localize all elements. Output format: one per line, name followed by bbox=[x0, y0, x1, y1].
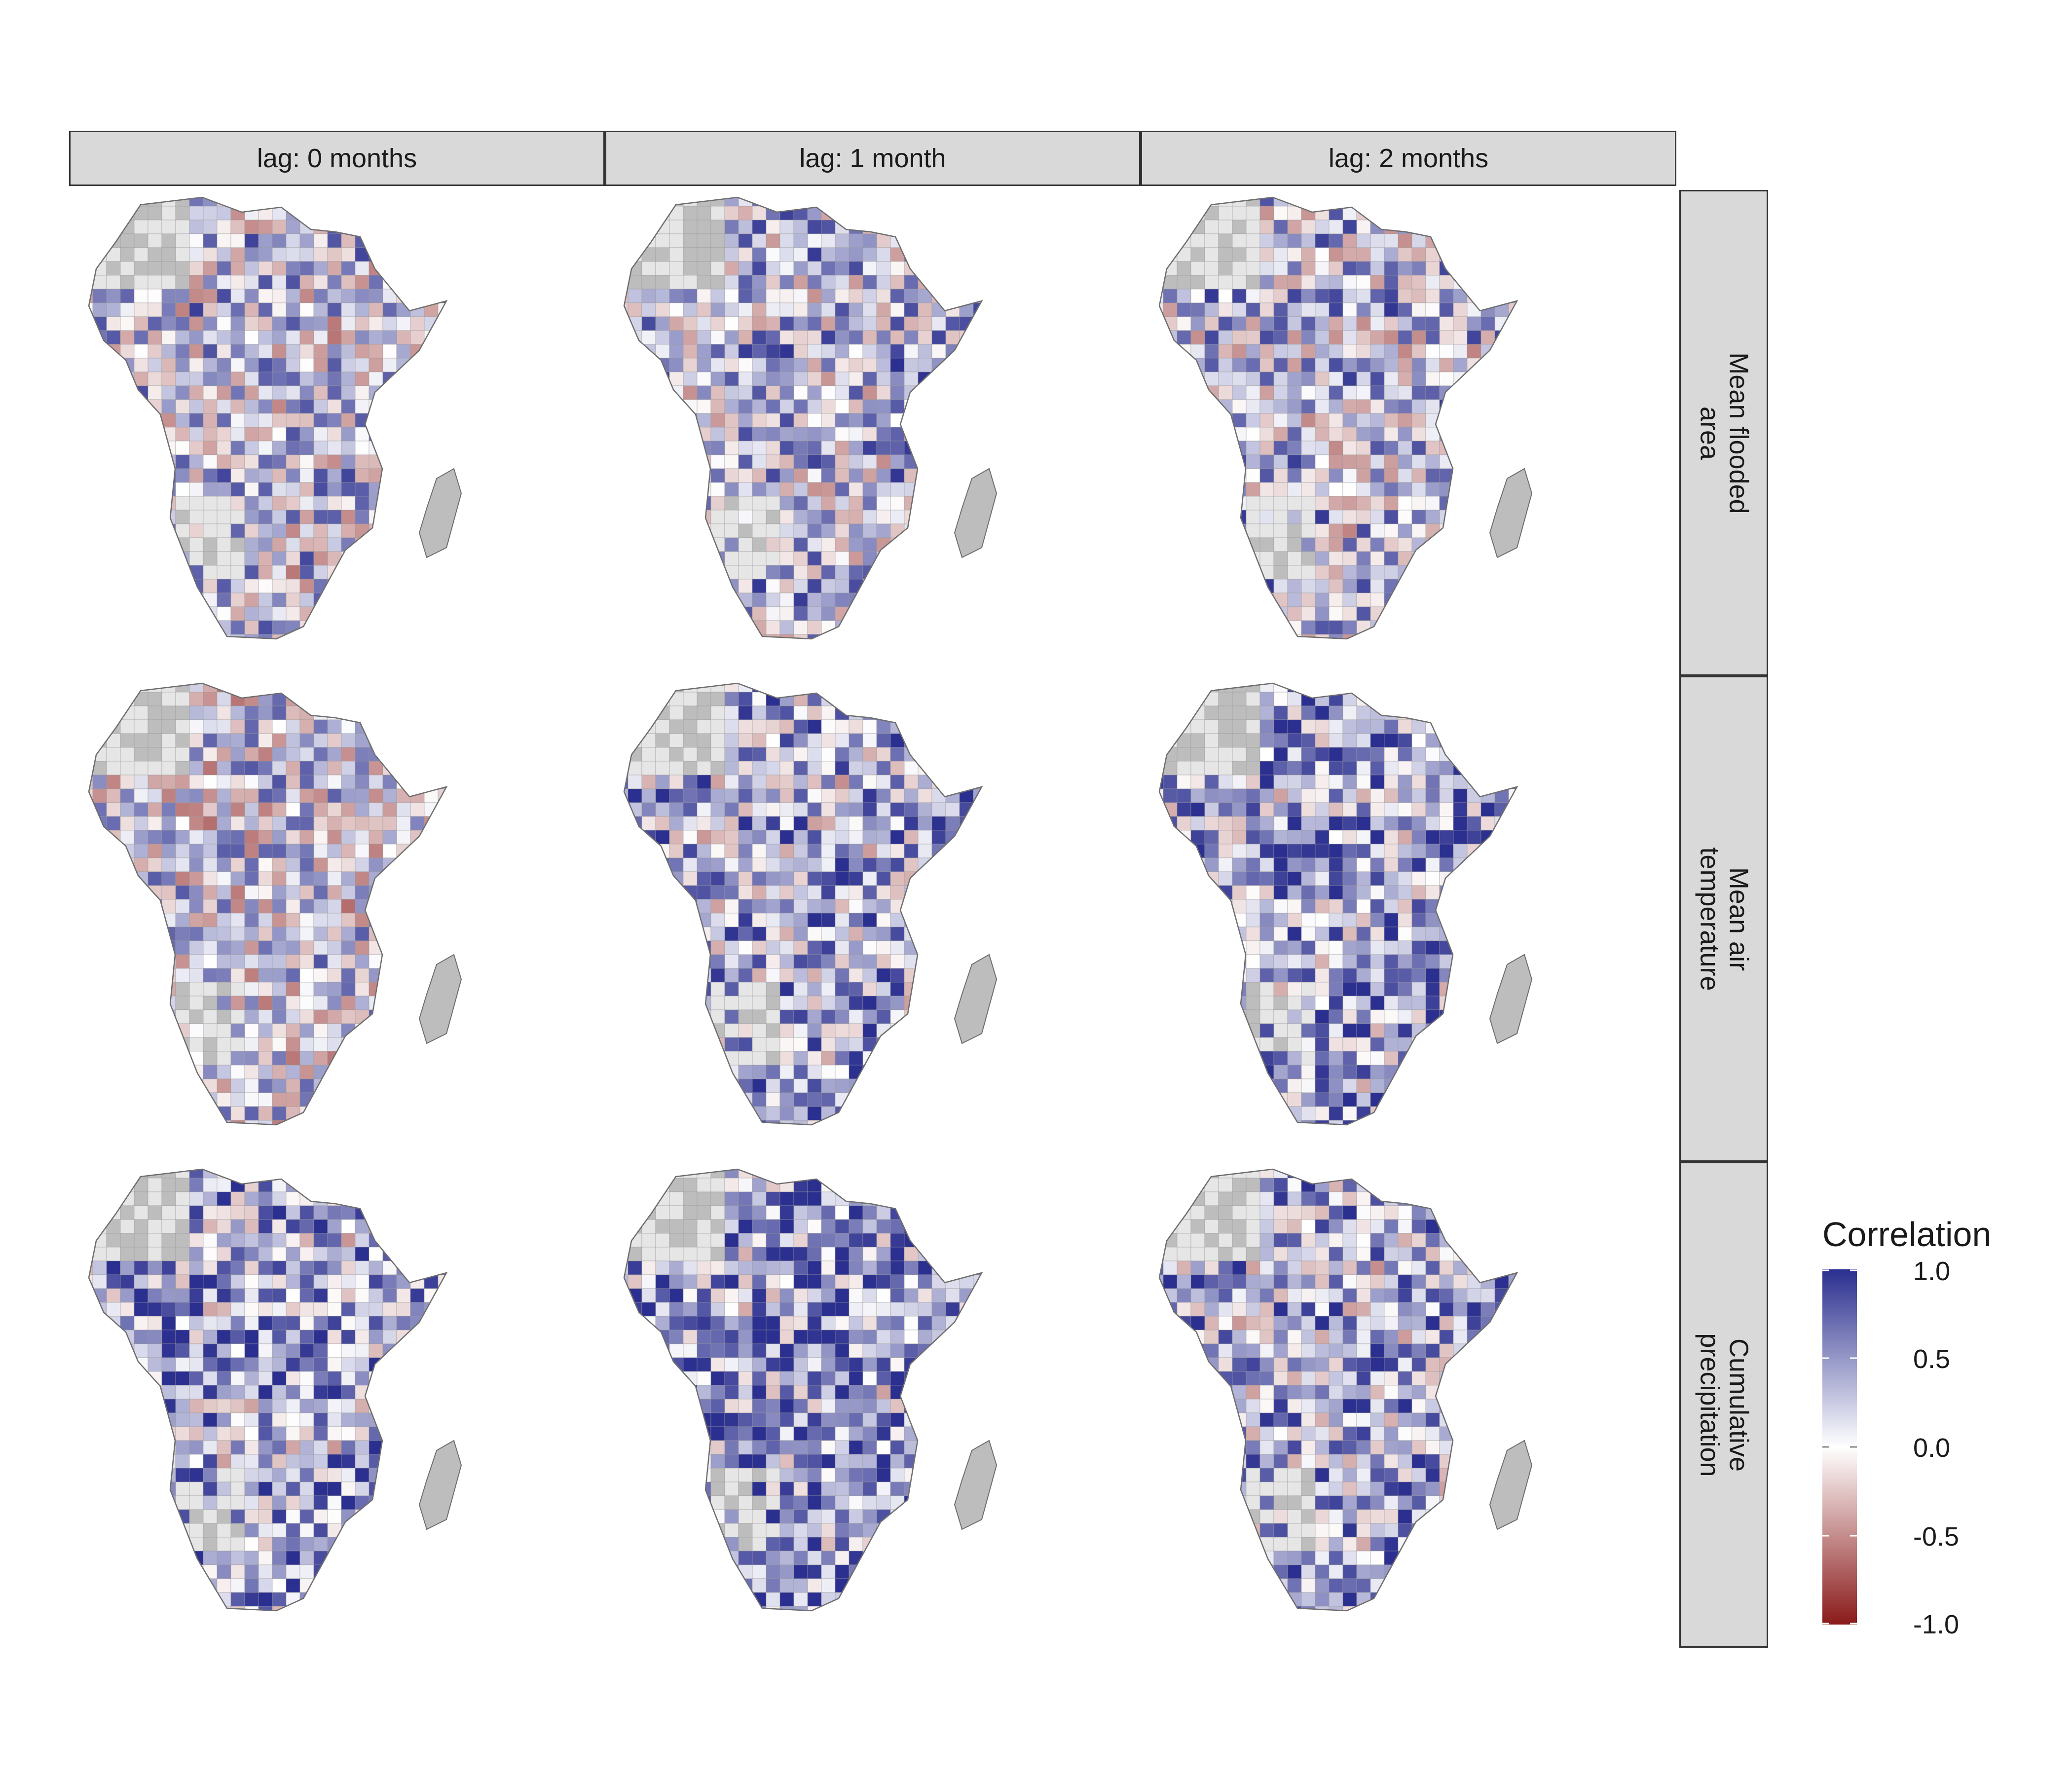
region-cells bbox=[624, 1169, 982, 1611]
map-panel-flooded-area-lag-0 bbox=[88, 196, 462, 640]
facet-strip-lag-0: lag: 0 months bbox=[69, 131, 605, 186]
region-cells bbox=[89, 683, 446, 1125]
madagascar-shape bbox=[954, 1440, 997, 1530]
facet-label: Mean flooded area bbox=[1695, 352, 1754, 514]
legend-title: Correlation bbox=[1822, 1215, 1992, 1254]
map-panel-air-temperature-lag-0 bbox=[88, 682, 462, 1126]
map-panel-precipitation-lag-2 bbox=[1158, 1168, 1532, 1612]
map-panels bbox=[88, 196, 1532, 1612]
madagascar-shape bbox=[419, 954, 462, 1044]
madagascar-shape bbox=[1489, 1440, 1532, 1530]
map-panel-flooded-area-lag-2 bbox=[1158, 196, 1532, 640]
madagascar-shape bbox=[419, 468, 462, 558]
madagascar-shape bbox=[1489, 954, 1532, 1044]
legend-tick-0.5: 0.5 bbox=[1913, 1344, 1951, 1374]
region-cells bbox=[1159, 197, 1517, 639]
facet-label: Cumulative precipitation bbox=[1695, 1332, 1754, 1477]
facet-strip-flooded-area: Mean flooded area bbox=[1679, 190, 1768, 676]
facet-label: Mean air temperature bbox=[1695, 847, 1754, 991]
facet-strip-precipitation: Cumulative precipitation bbox=[1679, 1162, 1768, 1648]
facet-strip-air-temperature: Mean air temperature bbox=[1679, 676, 1768, 1162]
region-cells bbox=[624, 197, 982, 639]
madagascar-shape bbox=[954, 954, 997, 1044]
facet-strip-lag-2: lag: 2 months bbox=[1141, 131, 1676, 186]
madagascar-shape bbox=[419, 1440, 462, 1530]
facet-strip-lag-1: lag: 1 month bbox=[605, 131, 1141, 186]
legend-tick-0.0: 0.0 bbox=[1913, 1433, 1951, 1463]
region-cells bbox=[1159, 1169, 1517, 1611]
map-panel-precipitation-lag-0 bbox=[88, 1168, 462, 1612]
facet-label: lag: 2 months bbox=[1328, 144, 1489, 173]
legend-colorbar bbox=[1822, 1269, 1857, 1625]
region-cells bbox=[624, 683, 982, 1125]
legend-tick-neg-0.5: -0.5 bbox=[1913, 1522, 1960, 1552]
map-panel-precipitation-lag-1 bbox=[623, 1168, 997, 1612]
legend-tick-1.0: 1.0 bbox=[1913, 1257, 1951, 1286]
map-panel-air-temperature-lag-1 bbox=[623, 682, 997, 1126]
madagascar-shape bbox=[954, 468, 997, 558]
madagascar-shape bbox=[1489, 468, 1532, 558]
legend-tick-neg-1.0: -1.0 bbox=[1913, 1610, 1960, 1639]
map-panel-air-temperature-lag-2 bbox=[1158, 682, 1532, 1126]
region-cells bbox=[1159, 683, 1517, 1125]
facet-label: lag: 0 months bbox=[257, 144, 417, 173]
region-cells bbox=[89, 197, 446, 639]
region-cells bbox=[89, 1169, 446, 1611]
facet-label: lag: 1 month bbox=[799, 144, 946, 173]
map-panel-flooded-area-lag-1 bbox=[623, 196, 997, 640]
